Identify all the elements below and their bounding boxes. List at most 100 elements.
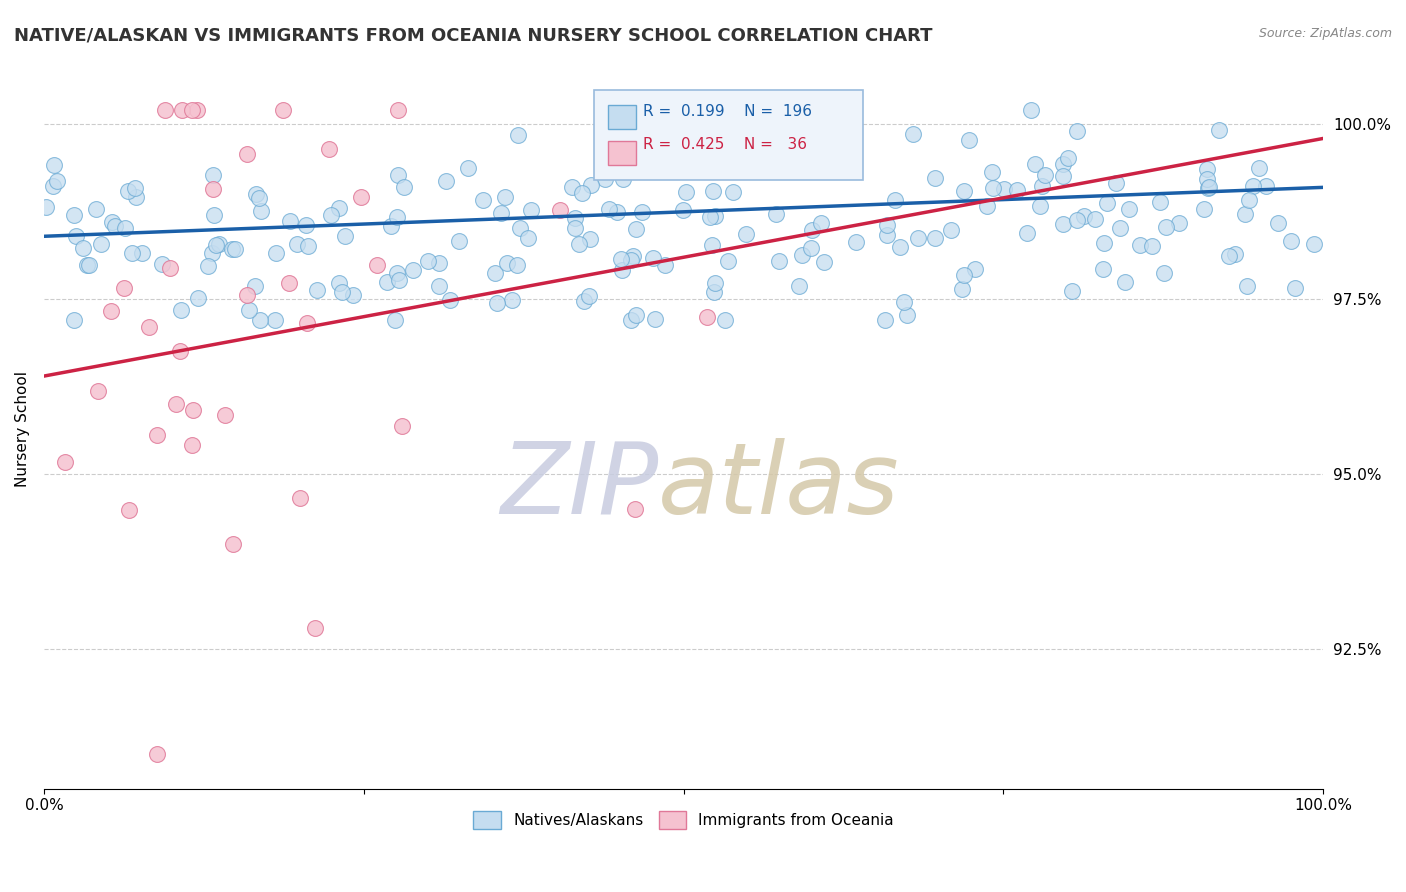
Point [1281, 235, 1303, 249]
FancyBboxPatch shape [593, 90, 863, 180]
Point [278, 214, 301, 228]
Point [169, 303, 191, 318]
Point [222, 537, 245, 551]
Point [277, 276, 299, 290]
Point [1284, 281, 1306, 295]
Point [1066, 124, 1088, 138]
Point [328, 277, 350, 291]
Point [620, 253, 643, 268]
Text: atlas: atlas [658, 438, 900, 534]
Point [375, 275, 398, 289]
Point [180, 103, 202, 118]
Point [520, 203, 543, 218]
Point [876, 227, 898, 242]
Point [1241, 178, 1264, 193]
Point [76, 259, 98, 273]
Point [641, 252, 664, 266]
Point [1024, 157, 1046, 171]
Point [606, 205, 628, 219]
Point [744, 103, 766, 118]
Text: NATIVE/ALASKAN VS IMMIGRANTS FROM OCEANIA NURSERY SCHOOL CORRELATION CHART: NATIVE/ALASKAN VS IMMIGRANTS FROM OCEANI… [14, 27, 932, 45]
Point [883, 193, 905, 207]
Point [181, 403, 204, 417]
Point [1017, 226, 1039, 240]
Point [1195, 162, 1218, 177]
Point [702, 238, 724, 252]
Point [1031, 179, 1053, 194]
Point [924, 170, 946, 185]
Point [86, 384, 108, 399]
Point [318, 142, 340, 156]
Point [564, 211, 586, 225]
Point [1062, 284, 1084, 298]
Point [626, 222, 648, 236]
Point [981, 181, 1004, 195]
Point [950, 282, 973, 296]
Point [169, 343, 191, 358]
Point [1225, 247, 1247, 261]
Point [1052, 218, 1074, 232]
Point [621, 249, 644, 263]
Point [1154, 220, 1177, 235]
Point [121, 245, 143, 260]
Point [263, 313, 285, 327]
Point [1105, 176, 1128, 190]
Point [1092, 262, 1115, 277]
Point [1302, 237, 1324, 252]
Point [187, 291, 209, 305]
Point [65, 229, 87, 244]
Point [484, 266, 506, 280]
Point [264, 245, 287, 260]
Point [1197, 172, 1219, 186]
Point [1083, 212, 1105, 227]
Point [145, 747, 167, 761]
Point [46, 174, 69, 188]
Point [1109, 221, 1132, 235]
Point [53, 455, 76, 469]
Point [790, 247, 813, 261]
Point [976, 199, 998, 213]
Legend: Natives/Alaskans, Immigrants from Oceania: Natives/Alaskans, Immigrants from Oceani… [467, 805, 900, 835]
Point [90, 237, 112, 252]
Point [1033, 168, 1056, 182]
Point [236, 287, 259, 301]
Point [612, 172, 634, 186]
Point [489, 206, 512, 220]
Point [1267, 216, 1289, 230]
Point [42, 179, 65, 194]
Point [342, 288, 364, 302]
Point [104, 219, 127, 234]
Point [787, 279, 810, 293]
Point [735, 159, 758, 173]
Point [672, 202, 695, 217]
Point [249, 313, 271, 327]
Point [517, 231, 540, 245]
Point [953, 185, 976, 199]
Point [637, 140, 659, 154]
Point [1073, 209, 1095, 223]
Point [813, 255, 835, 269]
Point [159, 261, 181, 276]
Point [391, 418, 413, 433]
Point [1236, 279, 1258, 293]
Point [571, 186, 593, 200]
Point [844, 235, 866, 249]
Point [495, 256, 517, 270]
Point [79, 258, 101, 272]
Point [714, 313, 737, 327]
Point [993, 182, 1015, 196]
Point [472, 193, 495, 207]
Point [197, 259, 219, 273]
Point [696, 310, 718, 324]
Point [271, 103, 294, 118]
Point [249, 204, 271, 219]
Point [384, 313, 406, 327]
Point [574, 293, 596, 308]
Point [457, 161, 479, 176]
Point [243, 279, 266, 293]
Point [44, 158, 66, 172]
Point [893, 295, 915, 310]
Point [953, 268, 976, 282]
Point [447, 235, 470, 249]
Point [661, 164, 683, 178]
